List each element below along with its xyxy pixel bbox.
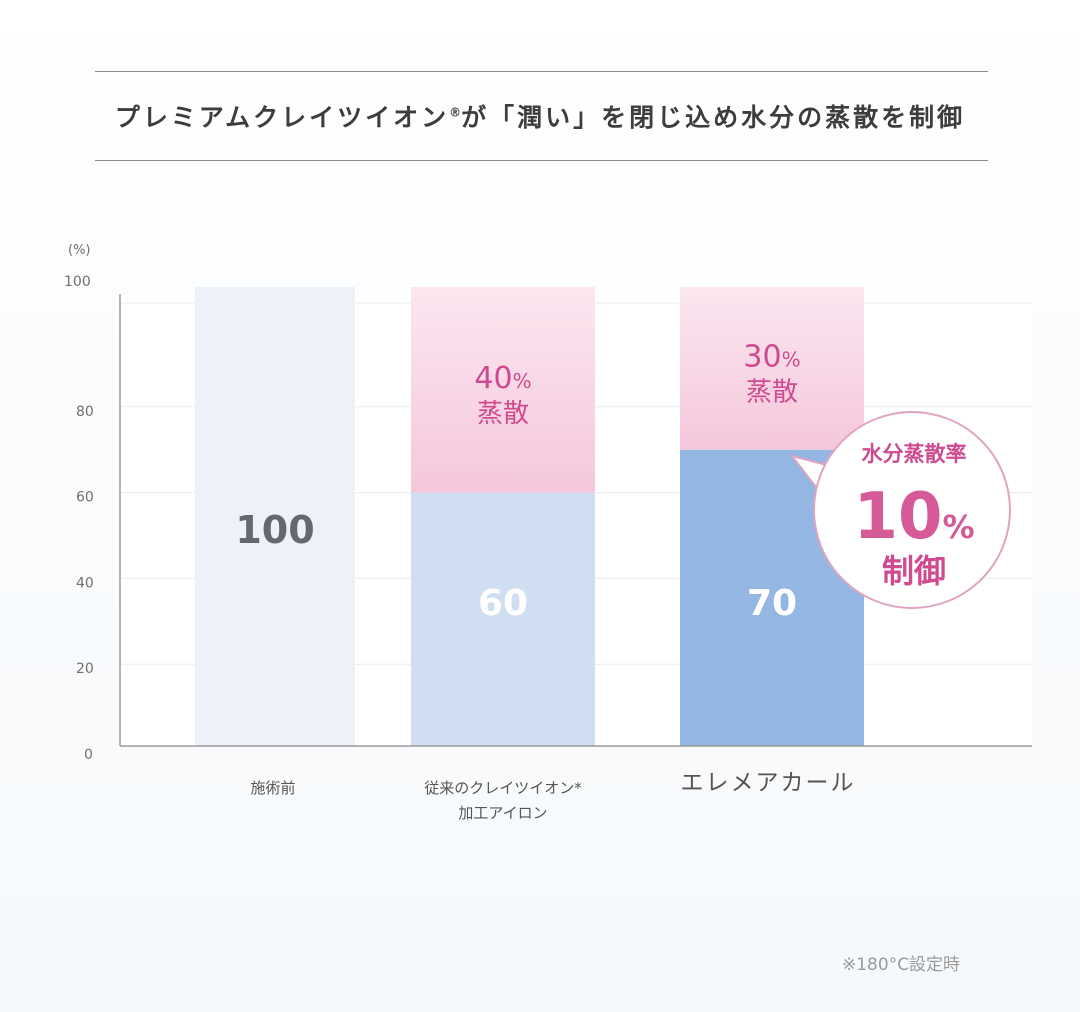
y-tick-label: 0: [84, 747, 93, 763]
callout-pointer-cover: [826, 468, 840, 498]
y-tick-label: 100: [64, 274, 91, 290]
bar-evaporation: [411, 287, 595, 493]
x-category-label: 従来のクレイツイオン*: [424, 779, 582, 797]
evaporation-label: 蒸散: [746, 377, 798, 407]
bar-evaporation: [680, 287, 864, 450]
title-bottom-rule: [95, 160, 988, 161]
top-rule: [95, 71, 988, 72]
y-tick-label: 80: [76, 404, 94, 420]
y-tick-label: 40: [76, 575, 94, 591]
bar-value-label: 100: [235, 508, 314, 552]
bar-value-label: 70: [747, 583, 797, 624]
callout-bubble: 水分蒸散率 10%制御: [789, 411, 1011, 609]
y-tick-label: 60: [76, 490, 94, 506]
bars: [195, 287, 864, 746]
bar-base: [195, 287, 355, 746]
x-category-label: 施術前: [250, 779, 295, 797]
callout-value: 10%: [853, 480, 974, 554]
callout-circle: [813, 411, 1011, 609]
bar-value-label: 60: [478, 583, 528, 624]
axes: 0 20 40 60 80 100: [64, 274, 1032, 763]
x-category-label: エレメアカール: [681, 770, 856, 796]
evaporation-label: 蒸散: [477, 399, 529, 429]
chart-title: プレミアムクレイツイオン®が「潤い」を閉じ込め水分の蒸散を制御: [114, 103, 966, 132]
footnote: ※180°C設定時: [842, 955, 961, 975]
y-axis-unit: (%): [68, 243, 91, 258]
bar-base: [411, 492, 595, 746]
callout-line1: 水分蒸散率: [862, 442, 967, 466]
callout-line3: 制御: [882, 552, 946, 590]
x-category-label-line2: 加工アイロン: [458, 804, 547, 822]
y-tick-label: 20: [76, 661, 94, 677]
